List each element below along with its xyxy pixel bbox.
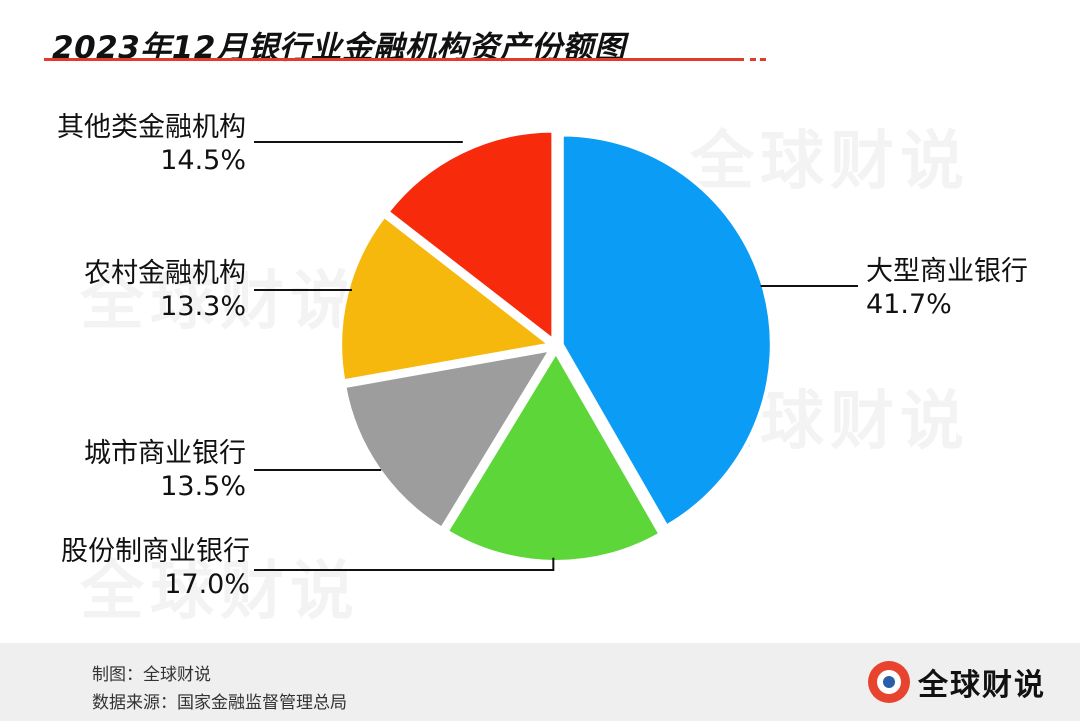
pie-slice (341, 346, 556, 532)
slice-label: 农村金融机构 (84, 258, 246, 289)
slice-label: 大型商业银行 (866, 256, 1028, 287)
slice-value-label: 41.7% (866, 289, 952, 320)
title-underline-dash (760, 58, 766, 61)
slice-value-label: 14.5% (160, 145, 246, 176)
pie-slice (559, 132, 774, 530)
watermark: 全球财说 (80, 540, 360, 632)
pie-slice (384, 128, 556, 345)
slice-label: 其他类金融机构 (57, 112, 246, 143)
slice-label: 城市商业银行 (84, 438, 246, 469)
title-underline-dash (750, 58, 756, 61)
slice-value-label: 13.3% (160, 291, 246, 322)
pie-slice (338, 213, 555, 384)
slice-label: 股份制商业银行 (61, 536, 250, 567)
slice-value-label: 17.0% (164, 569, 250, 600)
leader-line (254, 557, 555, 571)
watermark: 全球财说 (80, 250, 360, 342)
footer-made-by: 制图：全球财说 (92, 665, 211, 685)
title-underline (44, 58, 744, 61)
footer-source: 数据来源：国家金融监督管理总局 (92, 693, 347, 713)
watermark: 全球财说 (690, 110, 970, 202)
brand: 全球财说 (868, 658, 1046, 706)
slice-value-label: 13.5% (160, 471, 246, 502)
brand-name: 全球财说 (918, 668, 1046, 703)
globe-logo-icon (868, 661, 910, 703)
